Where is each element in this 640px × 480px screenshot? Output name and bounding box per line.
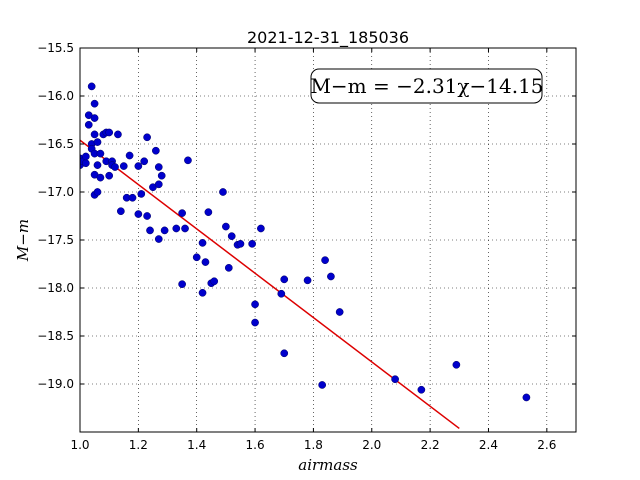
data-point [160,226,169,235]
data-point [201,258,210,266]
data-point [178,209,186,217]
data-point [90,130,99,139]
data-point [172,224,181,233]
y-tick-label: −16.5 [37,137,74,151]
y-tick-label: −18.5 [37,329,74,343]
data-point [114,130,122,139]
data-point [178,280,186,289]
data-points [80,82,531,402]
data-point [219,188,227,196]
data-point [184,156,192,165]
data-point [90,114,99,122]
data-point [111,163,119,171]
chart-title: 2021-12-31_185036 [247,28,409,48]
data-point [143,212,151,220]
data-point [391,375,399,384]
equation-box [310,68,543,104]
data-point [93,188,102,196]
data-point [277,289,286,298]
data-point [321,256,329,265]
data-point [522,393,531,402]
data-point [248,239,256,248]
y-tick-label: −17.5 [37,233,74,247]
data-point [157,171,166,180]
data-point [154,163,163,171]
data-point [154,235,163,243]
data-point [96,173,105,182]
data-point [318,381,327,389]
data-point [280,349,289,358]
data-point [198,239,207,247]
data-point [251,300,259,309]
x-tick-label: 1.8 [304,438,323,452]
data-point [93,138,102,146]
y-axis-label: M−m [14,219,32,262]
data-point [154,180,163,189]
data-point [210,277,219,286]
equation-text: M−m = −2.31χ−14.15 [310,74,543,98]
data-point [140,157,149,166]
data-point [134,162,143,170]
x-tick-label: 2.6 [537,438,556,452]
data-point [90,99,99,108]
data-point [105,171,114,180]
data-point [146,226,154,235]
x-tick-labels: 1.0 1.2 1.4 1.6 1.8 2.0 2.2 2.4 2.6 [70,438,556,452]
data-point [224,263,233,272]
data-point [137,190,146,198]
data-point [125,151,134,160]
data-point [198,288,207,297]
data-point [81,159,90,168]
data-point [303,276,312,285]
grid [79,47,576,432]
data-point [417,385,426,394]
data-point [335,308,344,316]
data-point [204,208,213,217]
data-point [227,232,236,241]
x-tick-label: 2.2 [421,438,440,452]
x-axis-label: airmass [298,456,358,474]
y-tick-label: −16.0 [37,89,74,103]
data-point [93,161,102,169]
data-point [280,275,289,284]
data-point [152,146,160,155]
x-tick-label: 2.4 [479,438,498,452]
y-tick-label: −15.5 [37,41,74,55]
data-point [128,193,137,202]
x-tick-label: 1.6 [246,438,265,452]
data-point [84,120,93,129]
y-tick-labels: −15.5 −16.0 −16.5 −17.0 −17.5 −18.0 −18.5 −19.0 [37,41,74,391]
data-point [257,224,265,233]
axis-ticks [79,47,576,432]
data-point [192,253,201,262]
data-point [236,239,245,248]
x-tick-label: 2.0 [362,438,381,452]
x-tick-label: 1.0 [70,438,89,452]
data-point [181,224,189,233]
data-point [452,360,461,369]
y-tick-label: −19.0 [37,377,74,391]
y-tick-label: −18.0 [37,281,74,295]
data-point [327,272,335,281]
data-point [81,152,90,161]
y-tick-label: −17.0 [37,185,74,199]
data-point [116,207,125,216]
x-tick-label: 1.2 [129,438,148,452]
data-point [105,128,114,137]
data-point [251,318,259,327]
data-point [134,210,143,218]
data-point [119,162,128,170]
equation-annotation: M−m = −2.31χ−14.15 [310,68,544,104]
data-point [222,222,230,231]
data-point [87,82,96,91]
data-point [143,133,151,142]
data-point [96,149,105,158]
x-tick-label: 1.4 [187,438,206,452]
